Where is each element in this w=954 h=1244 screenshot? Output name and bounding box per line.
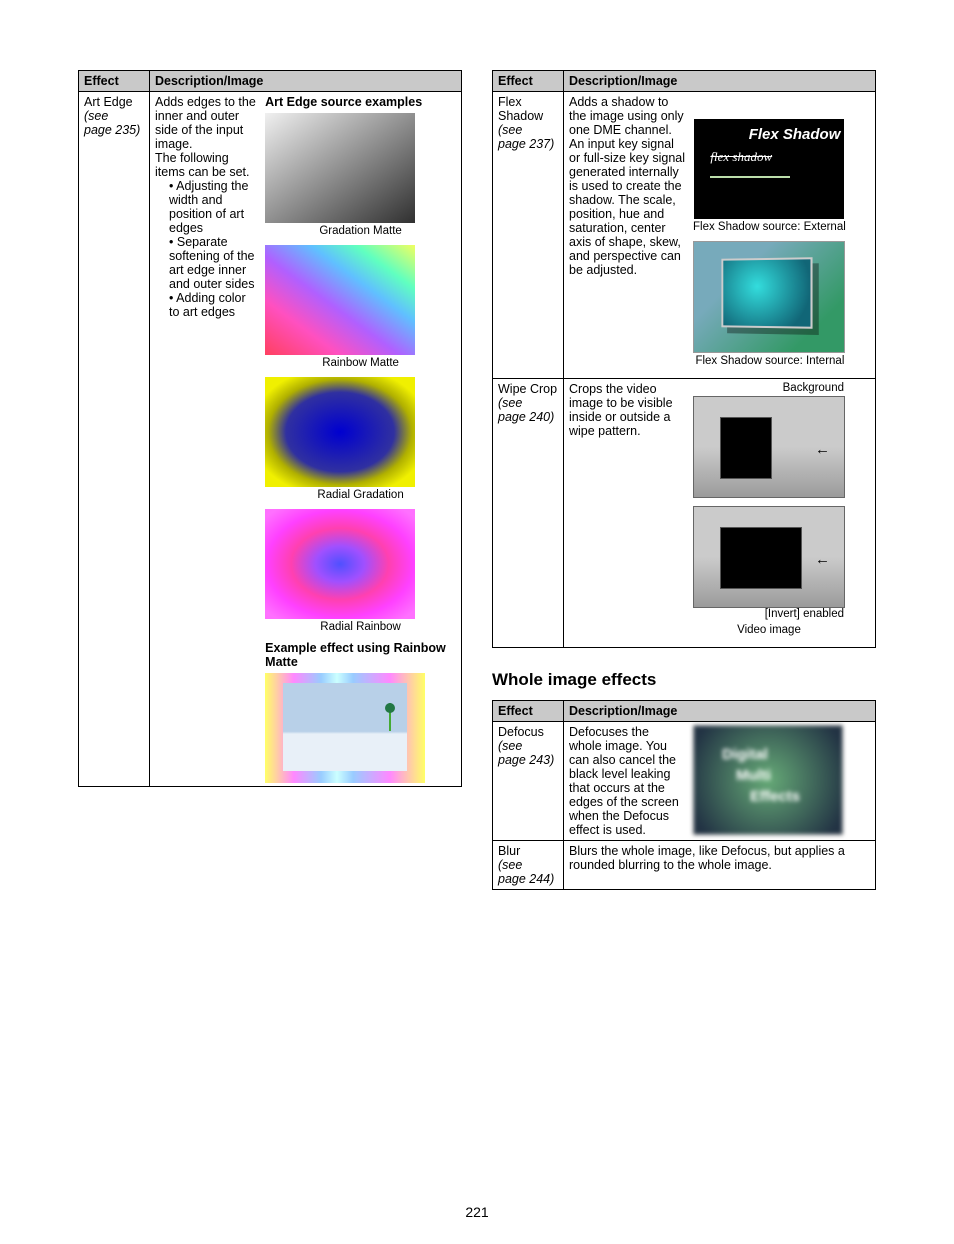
flex-shadow-desc: Adds a shadow to the image using only on… (564, 92, 876, 379)
desc-text: Adds edges to the inner and outer side o… (155, 95, 256, 179)
see-label: (see (84, 109, 108, 123)
th-effect: Effect (493, 701, 564, 722)
caption-gradation: Gradation Matte (265, 225, 456, 237)
blur-desc: Blurs the whole image, like Defocus, but… (564, 841, 876, 890)
flex-shadow-label: Flex Shadow (749, 126, 841, 143)
rainbow-matte-image (265, 245, 415, 355)
caption-flex-int: Flex Shadow source: Internal (694, 355, 844, 367)
see-label: (see (498, 396, 522, 410)
page-ref: page 240) (498, 410, 554, 424)
caption-invert: [Invert] enabled (694, 608, 844, 620)
see-label: (see (498, 739, 522, 753)
bullet-3: Adding color to art edges (169, 291, 257, 319)
th-desc: Description/Image (564, 701, 876, 722)
radial-gradation-image (265, 377, 415, 487)
dme-line-2: Multi (736, 765, 842, 786)
page-ref: page 235) (84, 123, 140, 137)
arrow-left-icon: ← (815, 551, 830, 568)
page-ref: page 243) (498, 753, 554, 767)
effects-table-left: Effect Description/Image Art Edge (see p… (78, 70, 462, 787)
effect-name: Wipe Crop (498, 382, 557, 396)
example-title: Example effect using Rainbow Matte (265, 641, 456, 669)
wipe-crop-cell: Wipe Crop (see page 240) (493, 379, 564, 648)
section-whole-image: Whole image effects (492, 670, 876, 690)
th-desc: Description/Image (564, 71, 876, 92)
blur-cell: Blur (see page 244) (493, 841, 564, 890)
flex-shadow-external-image: Flex Shadow flex shadow (694, 119, 844, 219)
th-effect: Effect (493, 71, 564, 92)
effect-name: Flex Shadow (498, 95, 543, 123)
rainbow-matte-example-image (265, 673, 425, 783)
wipe-crop-image-1: ← (693, 396, 845, 498)
desc-text: Crops the video image to be visible insi… (569, 382, 673, 438)
flex-shadow-internal-image (693, 241, 845, 353)
arrow-left-icon: ← (815, 441, 830, 458)
caption-radial-rainbow: Radial Rainbow (265, 621, 456, 633)
caption-background: Background (694, 382, 844, 394)
defocus-cell: Defocus (see page 243) (493, 722, 564, 841)
gradation-matte-image (265, 113, 415, 223)
caption-video-image: Video image (737, 624, 801, 636)
see-label: (see (498, 858, 522, 872)
art-edge-desc: Adds edges to the inner and outer side o… (150, 92, 462, 787)
right-column: Effect Description/Image Flex Shadow (se… (492, 70, 876, 890)
effect-name: Blur (498, 844, 520, 858)
bullet-1: Adjusting the width and position of art … (169, 179, 257, 235)
effect-name: Art Edge (84, 95, 133, 109)
defocus-desc: Defocuses the whole image. You can also … (564, 722, 876, 841)
page-ref: page 244) (498, 872, 554, 886)
caption-flex-ext: Flex Shadow source: External (693, 221, 846, 233)
page-ref: page 237) (498, 137, 554, 151)
effects-table-right-2: Effect Description/Image Defocus (see pa… (492, 700, 876, 890)
dme-line-3: Effects (750, 786, 842, 807)
wipe-crop-desc: Crops the video image to be visible insi… (564, 379, 876, 648)
dme-line-1: Digital (722, 744, 842, 765)
page-number: 221 (0, 1204, 954, 1220)
left-column: Effect Description/Image Art Edge (see p… (78, 70, 462, 890)
desc-text: Blurs the whole image, like Defocus, but… (569, 844, 845, 872)
caption-radial-grad: Radial Gradation (265, 489, 456, 501)
desc-text: Adds a shadow to the image using only on… (569, 95, 685, 277)
effect-name: Defocus (498, 725, 544, 739)
caption-rainbow: Rainbow Matte (265, 357, 456, 369)
th-desc: Description/Image (150, 71, 462, 92)
bullet-2: Separate softening of the art edge inner… (169, 235, 257, 291)
see-label: (see (498, 123, 522, 137)
defocus-image: Digital Multi Effects (693, 725, 843, 835)
art-edge-cell: Art Edge (see page 235) (79, 92, 150, 787)
th-effect: Effect (79, 71, 150, 92)
effects-table-right-1: Effect Description/Image Flex Shadow (se… (492, 70, 876, 648)
wipe-crop-image-2: ← (693, 506, 845, 608)
desc-text: Defocuses the whole image. You can also … (569, 725, 679, 837)
flex-shadow-cell: Flex Shadow (see page 237) (493, 92, 564, 379)
src-examples-title: Art Edge source examples (265, 95, 456, 109)
radial-rainbow-image (265, 509, 415, 619)
